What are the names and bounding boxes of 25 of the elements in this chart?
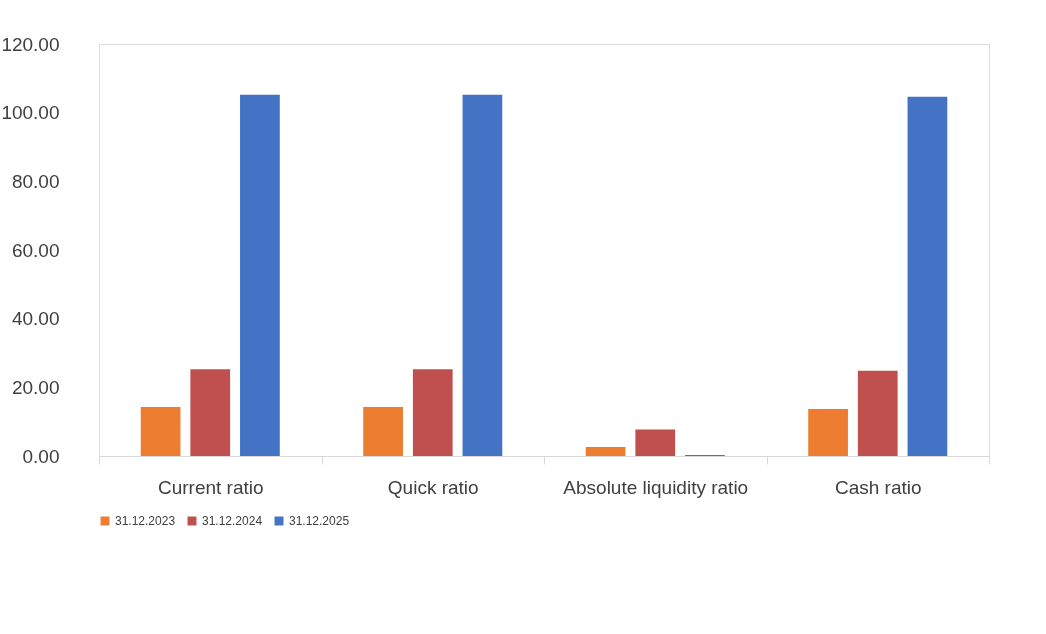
y-tick-label: 120.00 [1,33,60,55]
bar [808,408,848,456]
bar [412,369,453,456]
y-tick-label: 40.00 [11,308,60,330]
bar [857,370,898,456]
bar [240,94,280,456]
bar [363,406,403,456]
bar [190,369,231,456]
y-tick-label: 0.00 [22,445,60,467]
bar [140,406,181,456]
bar [635,429,676,456]
bar [462,94,503,456]
x-tick-label: Absolute liquidity ratio [563,476,749,498]
y-tick-label: 60.00 [11,239,60,261]
legend-label: 31.12.2025 [289,514,350,528]
bar [585,447,626,456]
bar [907,96,948,456]
x-tick-label: Quick ratio [387,476,479,498]
y-tick-label: 20.00 [11,376,60,398]
legend-label: 31.12.2023 [115,514,176,528]
x-tick-label: Cash ratio [834,476,922,498]
y-tick-label: 80.00 [11,170,60,192]
y-tick-label: 100.00 [1,102,60,124]
x-tick-label: Current ratio [157,476,264,498]
legend-label: 31.12.2024 [202,514,263,528]
